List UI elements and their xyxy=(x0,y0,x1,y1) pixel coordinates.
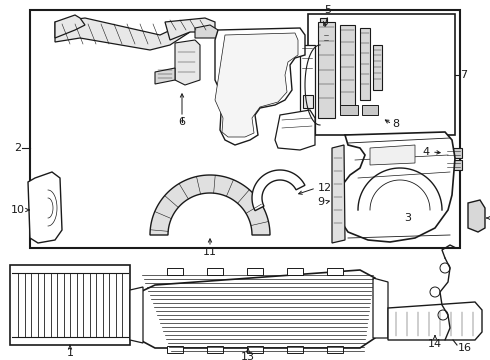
Text: 13: 13 xyxy=(241,352,255,360)
Text: 1: 1 xyxy=(67,348,74,358)
Text: 3: 3 xyxy=(405,213,412,223)
Bar xyxy=(303,95,313,108)
Polygon shape xyxy=(252,170,305,211)
Polygon shape xyxy=(167,346,183,353)
Bar xyxy=(320,18,327,26)
Polygon shape xyxy=(140,270,375,348)
Polygon shape xyxy=(28,172,62,243)
Polygon shape xyxy=(175,40,200,85)
Bar xyxy=(322,30,330,50)
Polygon shape xyxy=(327,346,343,353)
Polygon shape xyxy=(215,33,298,137)
Bar xyxy=(390,312,478,336)
Polygon shape xyxy=(338,132,455,242)
Text: 14: 14 xyxy=(428,339,442,349)
Polygon shape xyxy=(332,145,345,243)
Bar xyxy=(445,160,462,170)
Bar xyxy=(30,10,460,248)
Text: 11: 11 xyxy=(203,247,217,257)
Polygon shape xyxy=(165,18,215,40)
Polygon shape xyxy=(388,302,482,340)
Bar xyxy=(340,105,358,115)
Text: 16: 16 xyxy=(458,343,472,353)
Polygon shape xyxy=(287,268,303,275)
Polygon shape xyxy=(287,346,303,353)
Text: 10: 10 xyxy=(11,205,25,215)
Polygon shape xyxy=(370,145,415,165)
Bar xyxy=(360,28,370,100)
Polygon shape xyxy=(55,18,190,50)
Text: 7: 7 xyxy=(460,70,467,80)
Bar xyxy=(300,45,315,135)
Bar xyxy=(445,148,462,158)
Text: 5: 5 xyxy=(324,5,332,15)
Polygon shape xyxy=(247,268,263,275)
Bar xyxy=(318,22,335,118)
Polygon shape xyxy=(468,200,485,232)
Polygon shape xyxy=(150,175,270,235)
Polygon shape xyxy=(215,28,305,145)
Polygon shape xyxy=(247,346,263,353)
Text: 4: 4 xyxy=(423,147,430,157)
Polygon shape xyxy=(195,25,218,38)
Polygon shape xyxy=(327,268,343,275)
Bar xyxy=(308,14,455,135)
Polygon shape xyxy=(275,110,315,150)
Text: 12: 12 xyxy=(318,183,332,193)
Text: 2: 2 xyxy=(14,143,22,153)
Text: 6: 6 xyxy=(178,117,186,127)
Polygon shape xyxy=(207,346,223,353)
Bar xyxy=(340,25,355,110)
Polygon shape xyxy=(207,268,223,275)
Polygon shape xyxy=(155,68,175,84)
Polygon shape xyxy=(55,15,85,38)
Text: 8: 8 xyxy=(392,119,399,129)
Bar xyxy=(373,45,382,90)
Polygon shape xyxy=(167,268,183,275)
Polygon shape xyxy=(373,278,388,338)
Bar xyxy=(10,265,130,345)
Text: 9: 9 xyxy=(317,197,324,207)
Bar xyxy=(362,105,378,115)
Polygon shape xyxy=(130,287,143,343)
